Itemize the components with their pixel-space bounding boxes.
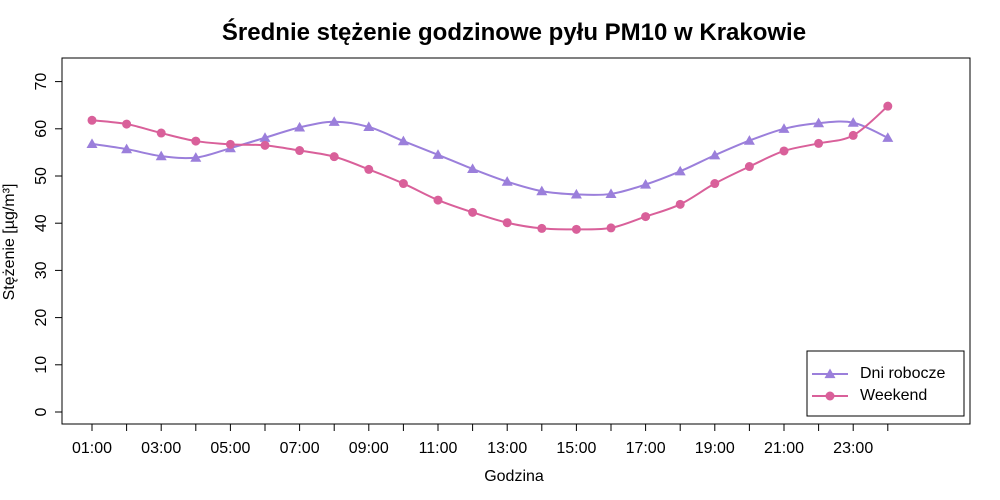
y-tick-label: 50 bbox=[33, 167, 50, 185]
y-axis: 0 10 20 30 40 50 60 70 bbox=[33, 73, 63, 416]
x-tick-label: 13:00 bbox=[487, 440, 527, 457]
data-point bbox=[675, 199, 685, 209]
data-point bbox=[571, 224, 581, 234]
data-point bbox=[121, 143, 133, 154]
x-tick-label: 01:00 bbox=[72, 440, 112, 457]
data-point bbox=[190, 152, 202, 162]
data-point bbox=[570, 188, 582, 199]
x-axis-label: Godzina bbox=[484, 468, 544, 485]
x-tick-label: 17:00 bbox=[626, 440, 666, 457]
data-point bbox=[432, 149, 444, 159]
y-tick-label: 0 bbox=[33, 407, 50, 416]
data-point bbox=[122, 119, 132, 129]
legend-entry: Dni robocze bbox=[812, 365, 945, 382]
x-tick-label: 09:00 bbox=[349, 440, 389, 457]
data-point bbox=[641, 212, 651, 222]
data-point bbox=[86, 138, 98, 149]
x-tick-label: 19:00 bbox=[695, 440, 735, 457]
data-point bbox=[260, 140, 270, 150]
data-point bbox=[191, 136, 201, 146]
y-axis-label: Stężenie [µg/m³] bbox=[1, 184, 18, 301]
y-tick-label: 10 bbox=[33, 356, 50, 374]
data-point bbox=[87, 115, 97, 125]
x-tick-label: 07:00 bbox=[280, 440, 320, 457]
data-point bbox=[674, 165, 686, 176]
x-tick-label: 23:00 bbox=[833, 440, 873, 457]
data-point bbox=[363, 121, 375, 132]
data-point bbox=[329, 152, 339, 162]
series-0 bbox=[86, 116, 894, 199]
data-point bbox=[813, 117, 825, 128]
x-axis: 01:00 03:00 05:00 07:00 09:00 11:00 13:00 15:00… bbox=[72, 423, 889, 457]
legend: Dni robocze Weekend bbox=[806, 350, 965, 417]
data-point bbox=[640, 178, 652, 189]
data-point bbox=[848, 130, 858, 140]
data-point bbox=[397, 135, 409, 146]
data-point bbox=[502, 218, 512, 228]
data-point bbox=[467, 163, 479, 174]
data-point bbox=[744, 162, 754, 172]
data-point bbox=[259, 132, 271, 142]
data-point bbox=[710, 179, 720, 189]
data-point bbox=[883, 101, 893, 111]
data-point bbox=[156, 128, 166, 138]
legend-label: Weekend bbox=[860, 387, 927, 404]
x-tick-label: 21:00 bbox=[764, 440, 804, 457]
data-point bbox=[468, 207, 478, 217]
data-point bbox=[398, 179, 408, 189]
data-point bbox=[709, 149, 721, 160]
x-tick-label: 03:00 bbox=[141, 440, 181, 457]
series-layer bbox=[86, 101, 894, 234]
data-point bbox=[536, 185, 548, 196]
data-point bbox=[433, 195, 443, 205]
data-point bbox=[295, 146, 305, 156]
data-point bbox=[364, 164, 374, 174]
data-point bbox=[294, 121, 306, 132]
legend-marker bbox=[824, 368, 836, 379]
x-tick-label: 15:00 bbox=[556, 440, 596, 457]
chart-title: Średnie stężenie godzinowe pyłu PM10 w K… bbox=[222, 18, 806, 46]
data-point bbox=[814, 138, 824, 148]
series-1 bbox=[87, 101, 893, 234]
data-point bbox=[882, 132, 894, 142]
x-tick-label: 11:00 bbox=[419, 440, 458, 457]
data-point bbox=[606, 223, 616, 233]
data-point bbox=[778, 123, 790, 133]
data-point bbox=[501, 176, 513, 186]
y-tick-label: 20 bbox=[33, 309, 50, 327]
data-point bbox=[537, 223, 547, 233]
legend-entry: Weekend bbox=[812, 387, 927, 404]
y-tick-label: 40 bbox=[33, 214, 50, 232]
legend-box bbox=[806, 350, 965, 417]
y-tick-label: 70 bbox=[33, 73, 50, 91]
data-point bbox=[779, 146, 789, 156]
data-point bbox=[328, 116, 340, 126]
y-tick-label: 60 bbox=[33, 120, 50, 138]
y-tick-label: 30 bbox=[33, 261, 50, 279]
legend-marker bbox=[825, 391, 835, 401]
data-point bbox=[155, 150, 167, 161]
data-point bbox=[225, 139, 235, 149]
data-point bbox=[743, 135, 755, 145]
data-point bbox=[605, 188, 617, 199]
data-point bbox=[847, 117, 859, 127]
series-line bbox=[91, 105, 889, 231]
legend-label: Dni robocze bbox=[860, 365, 945, 382]
x-tick-label: 05:00 bbox=[210, 440, 250, 457]
